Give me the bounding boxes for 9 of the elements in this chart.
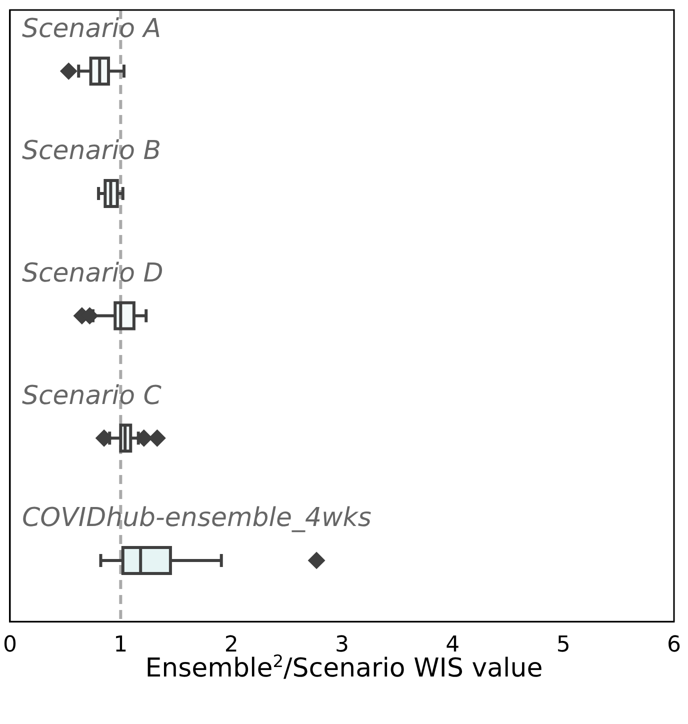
x-tick-label: 0 [3,632,17,658]
y-tick-label: Scenario D [22,258,164,289]
x-tick-label: 1 [114,632,128,658]
y-tick-label: Scenario A [22,14,162,44]
x-tick-label: 6 [667,632,681,658]
y-tick-label: COVIDhub-ensemble_4wks [22,503,372,534]
x-tick-label: 5 [556,632,570,658]
y-tick-label: Scenario B [22,136,162,166]
y-tick-label: Scenario C [22,380,162,411]
